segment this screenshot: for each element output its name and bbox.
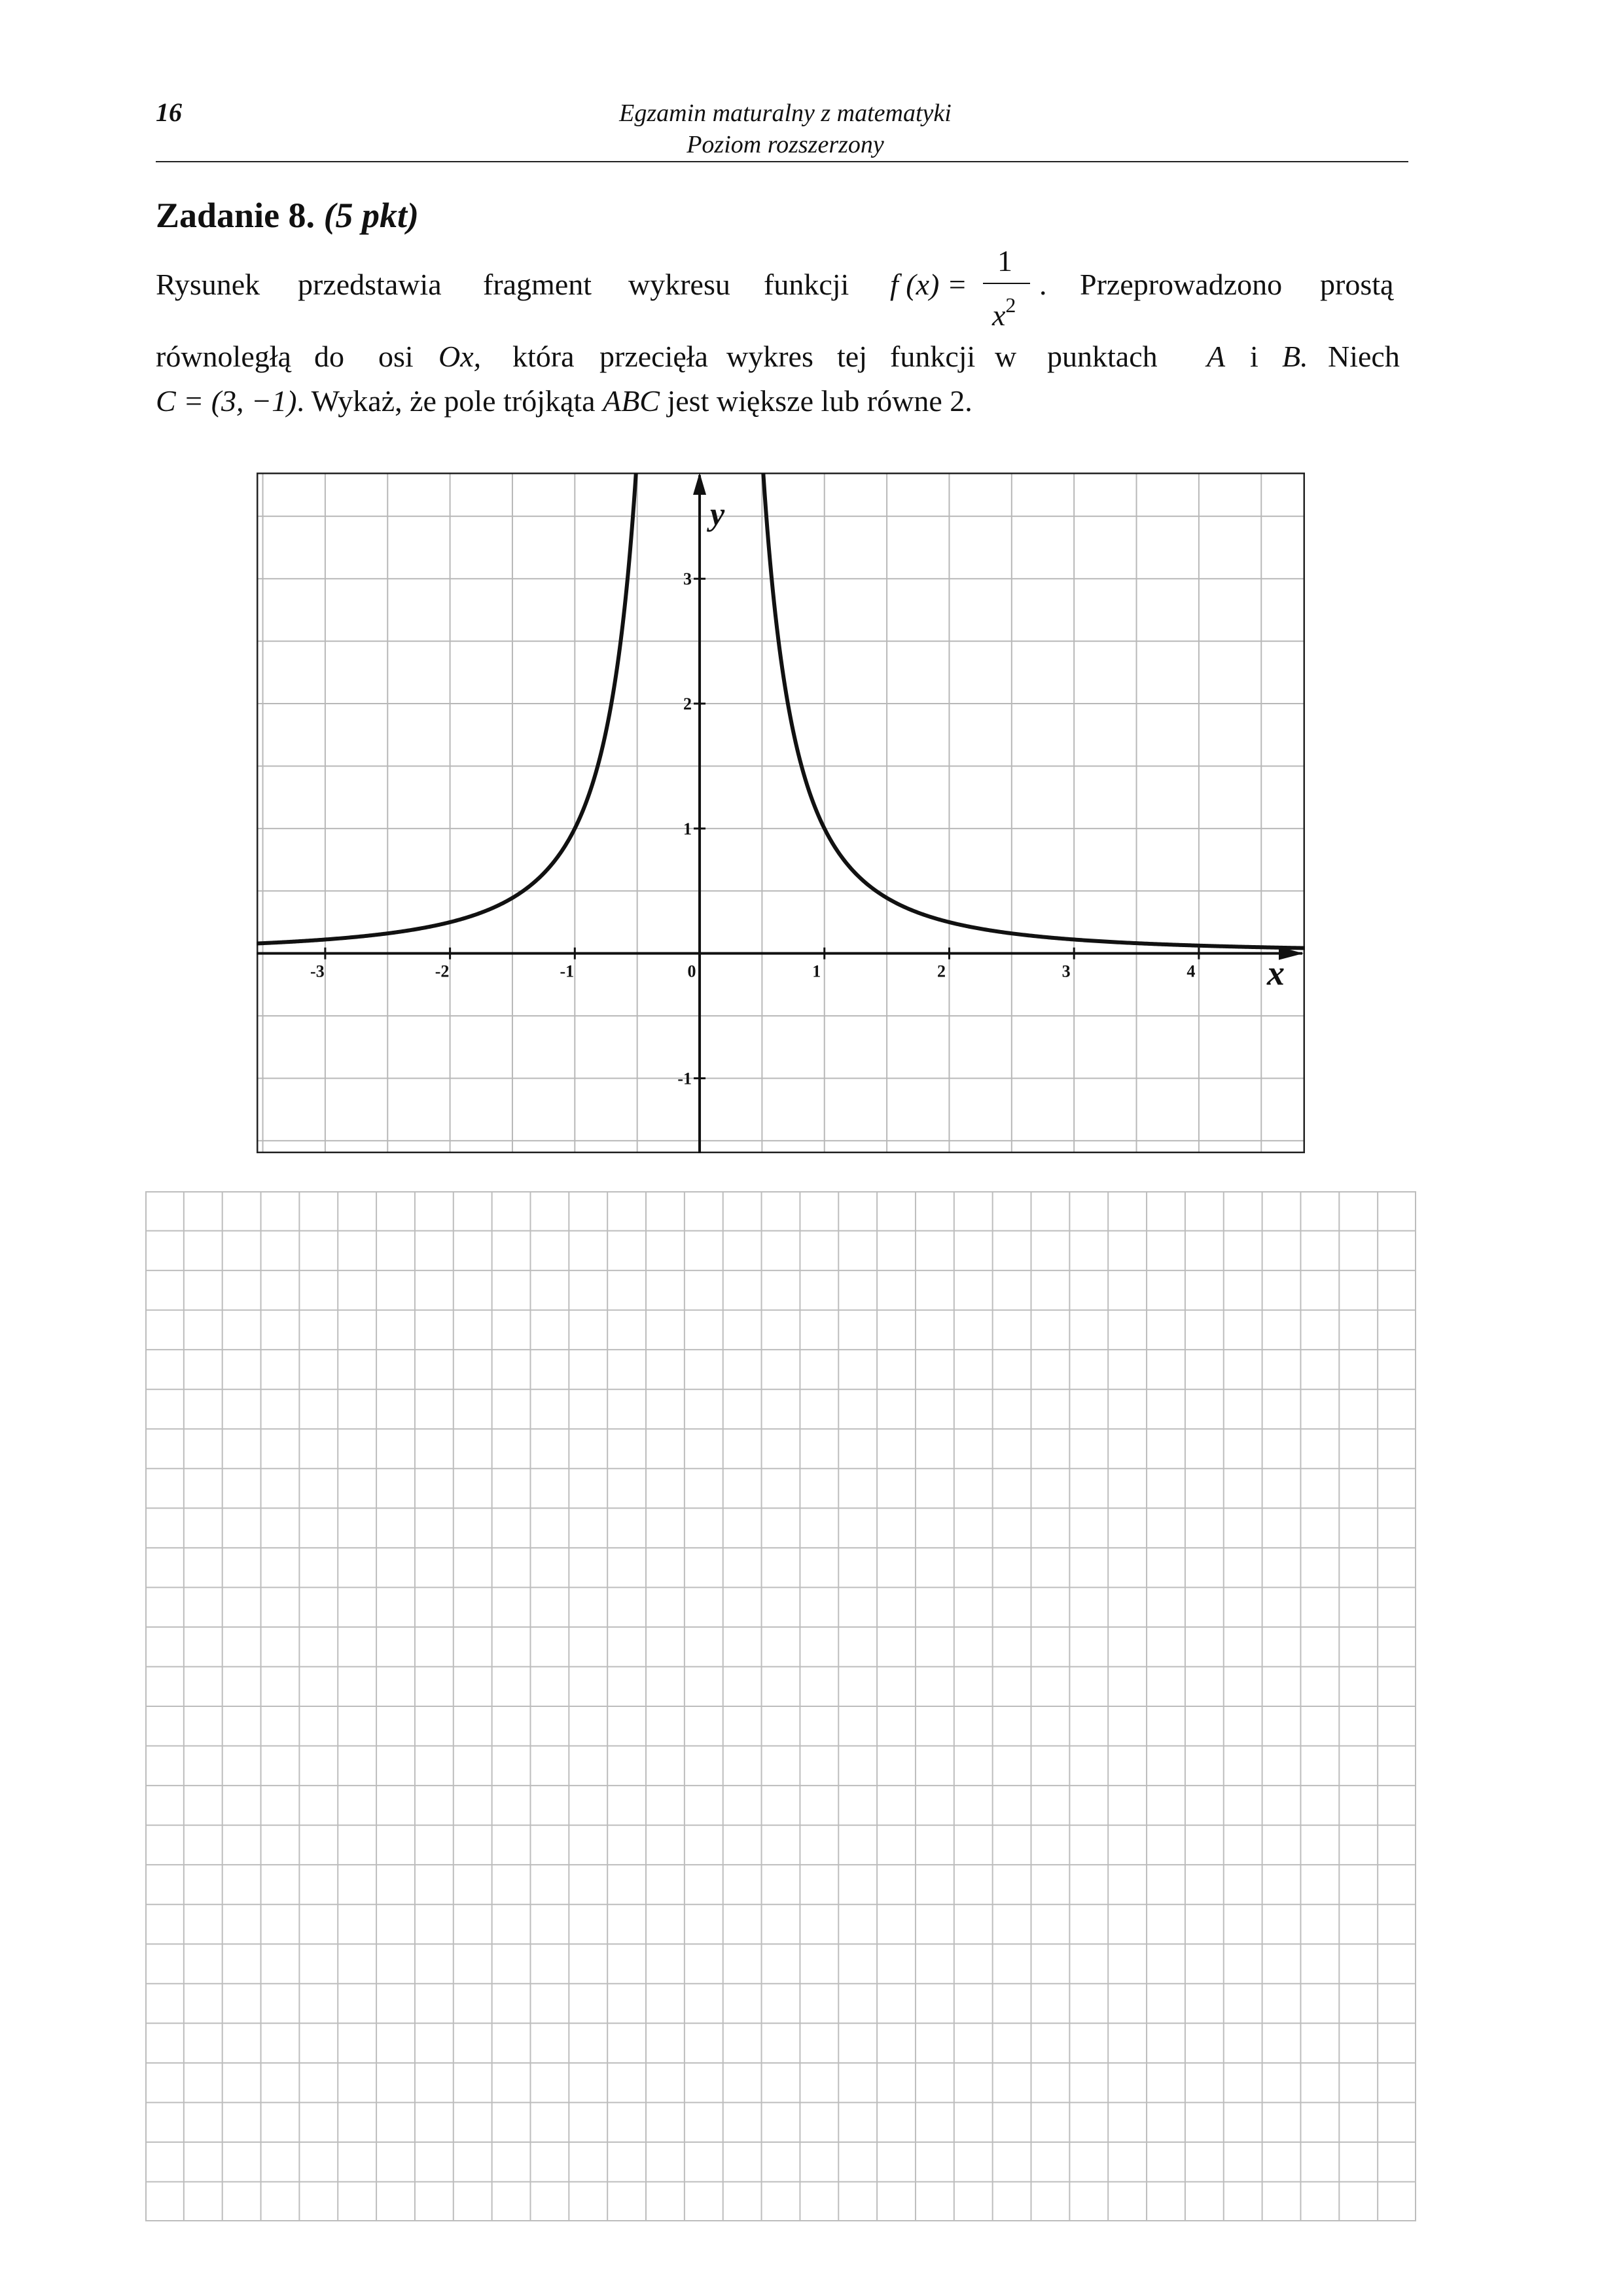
denominator-base: x (992, 298, 1006, 332)
x-tick-label: 1 (812, 962, 821, 981)
word: Przeprowadzono (1080, 268, 1283, 301)
x-axis-label: x (1266, 954, 1285, 993)
point-b: B. (1282, 340, 1308, 373)
word: wykres (726, 340, 813, 373)
word: przecięła (599, 340, 708, 373)
axis-name-ox: Ox, (438, 340, 482, 373)
x-tick-label: -1 (560, 962, 574, 981)
chart-frame (257, 473, 1305, 1153)
word: osi (378, 340, 414, 373)
y-tick-label: 2 (683, 694, 692, 713)
word: która (512, 340, 575, 373)
line1-period: . (1039, 268, 1047, 301)
word: punktach (1047, 340, 1158, 373)
header-title-line-1: Egzamin maturalny z matematyki (619, 99, 952, 127)
word: funkcji (764, 268, 849, 301)
x-tick-label: -3 (310, 962, 325, 981)
x-tick-label: 2 (937, 962, 946, 981)
task-label: Zadanie 8. (156, 196, 315, 235)
word: w (995, 340, 1017, 373)
y-tick-label: -1 (677, 1069, 692, 1088)
word: przedstawia (298, 268, 442, 301)
task-points: (5 pkt) (323, 196, 419, 235)
x-tick-label: -2 (435, 962, 450, 981)
word: fragment (483, 268, 592, 301)
word: do (314, 340, 344, 373)
text: . Wykaż, że pole trójkąta (296, 384, 596, 418)
function-graph: -3 -2 -1 0 1 2 3 4 -1 1 2 3 x y (257, 473, 1305, 1153)
point-a: A (1207, 340, 1226, 373)
word: równoległą (156, 340, 291, 373)
triangle-abc: ABC (603, 384, 660, 418)
curve-branch-left (257, 473, 638, 946)
answer-grid (145, 1191, 1416, 2221)
fraction-numerator: 1 (997, 244, 1012, 278)
function-lhs: f (x) = (890, 268, 967, 301)
denominator-exponent: 2 (1005, 293, 1016, 317)
word: prostą (1320, 268, 1394, 301)
function-graph-svg: -3 -2 -1 0 1 2 3 4 -1 1 2 3 x y (257, 473, 1305, 1153)
header-title-line-2: Poziom rozszerzony (687, 131, 884, 158)
word: funkcji (890, 340, 976, 373)
x-tick-label: 4 (1186, 962, 1195, 981)
word: Rysunek (156, 268, 260, 301)
word: i (1250, 340, 1258, 373)
header-rule (156, 161, 1408, 162)
word: Niech (1328, 340, 1400, 373)
word: wykresu (628, 268, 730, 301)
y-tick-label: 1 (683, 819, 692, 838)
y-axis-arrow (693, 473, 707, 495)
point-c: C = (3, −1) (156, 384, 297, 418)
x-tick-label: 0 (688, 962, 696, 981)
word: tej (837, 340, 867, 373)
task-text-line-1: Rysunek przedstawia fragment wykresu fun… (156, 267, 1408, 306)
x-tick-label: 3 (1062, 962, 1071, 981)
y-tick-label: 3 (683, 569, 692, 588)
fraction-denominator: x2 (992, 293, 1016, 332)
task-text-line-3: C = (3, −1). Wykaż, że pole trójkąta ABC… (156, 384, 972, 418)
answer-grid-svg (145, 1191, 1416, 2221)
fraction-bar (983, 283, 1030, 284)
x-axis-arrow (1279, 946, 1304, 960)
task-heading: Zadanie 8. (5 pkt) (156, 195, 419, 236)
curve-branch-right (761, 473, 1305, 950)
task-text-line-2: równoległą do osi Ox, która przecięła wy… (156, 339, 1408, 378)
text: jest większe lub równe 2. (667, 384, 972, 418)
y-axis-label: y (707, 495, 725, 532)
page-number: 16 (156, 98, 182, 127)
